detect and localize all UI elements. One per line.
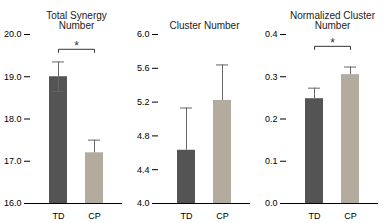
svg-text:0.1: 0.1 bbox=[265, 156, 278, 166]
svg-text:16.0: 16.0 bbox=[4, 198, 22, 208]
svg-text:CP: CP bbox=[216, 211, 229, 221]
svg-text:TD: TD bbox=[309, 211, 321, 221]
svg-text:4.0: 4.0 bbox=[137, 198, 150, 208]
svg-text:TD: TD bbox=[181, 211, 193, 221]
svg-text:Normalized ClusterNumber: Normalized ClusterNumber bbox=[290, 10, 376, 31]
svg-text:TD: TD bbox=[53, 211, 65, 221]
svg-text:6.0: 6.0 bbox=[137, 29, 150, 39]
svg-text:4.4: 4.4 bbox=[137, 165, 150, 175]
svg-text:CP: CP bbox=[344, 211, 357, 221]
svg-text:Total SynergyNumber: Total SynergyNumber bbox=[46, 10, 107, 31]
svg-text:5.2: 5.2 bbox=[137, 97, 150, 107]
svg-text:0.4: 0.4 bbox=[265, 29, 278, 39]
svg-text:17.0: 17.0 bbox=[4, 156, 22, 166]
svg-text:Cluster Number: Cluster Number bbox=[169, 20, 240, 31]
svg-text:0.3: 0.3 bbox=[265, 72, 278, 82]
svg-text:19.0: 19.0 bbox=[4, 72, 22, 82]
svg-text:*: * bbox=[330, 36, 335, 50]
svg-text:18.0: 18.0 bbox=[4, 114, 22, 124]
svg-text:0.0: 0.0 bbox=[265, 198, 278, 208]
svg-text:20.0: 20.0 bbox=[4, 29, 22, 39]
svg-text:0.2: 0.2 bbox=[265, 114, 278, 124]
svg-text:*: * bbox=[74, 39, 79, 53]
svg-text:5.6: 5.6 bbox=[137, 63, 150, 73]
svg-text:4.8: 4.8 bbox=[137, 131, 150, 141]
svg-text:CP: CP bbox=[88, 211, 101, 221]
